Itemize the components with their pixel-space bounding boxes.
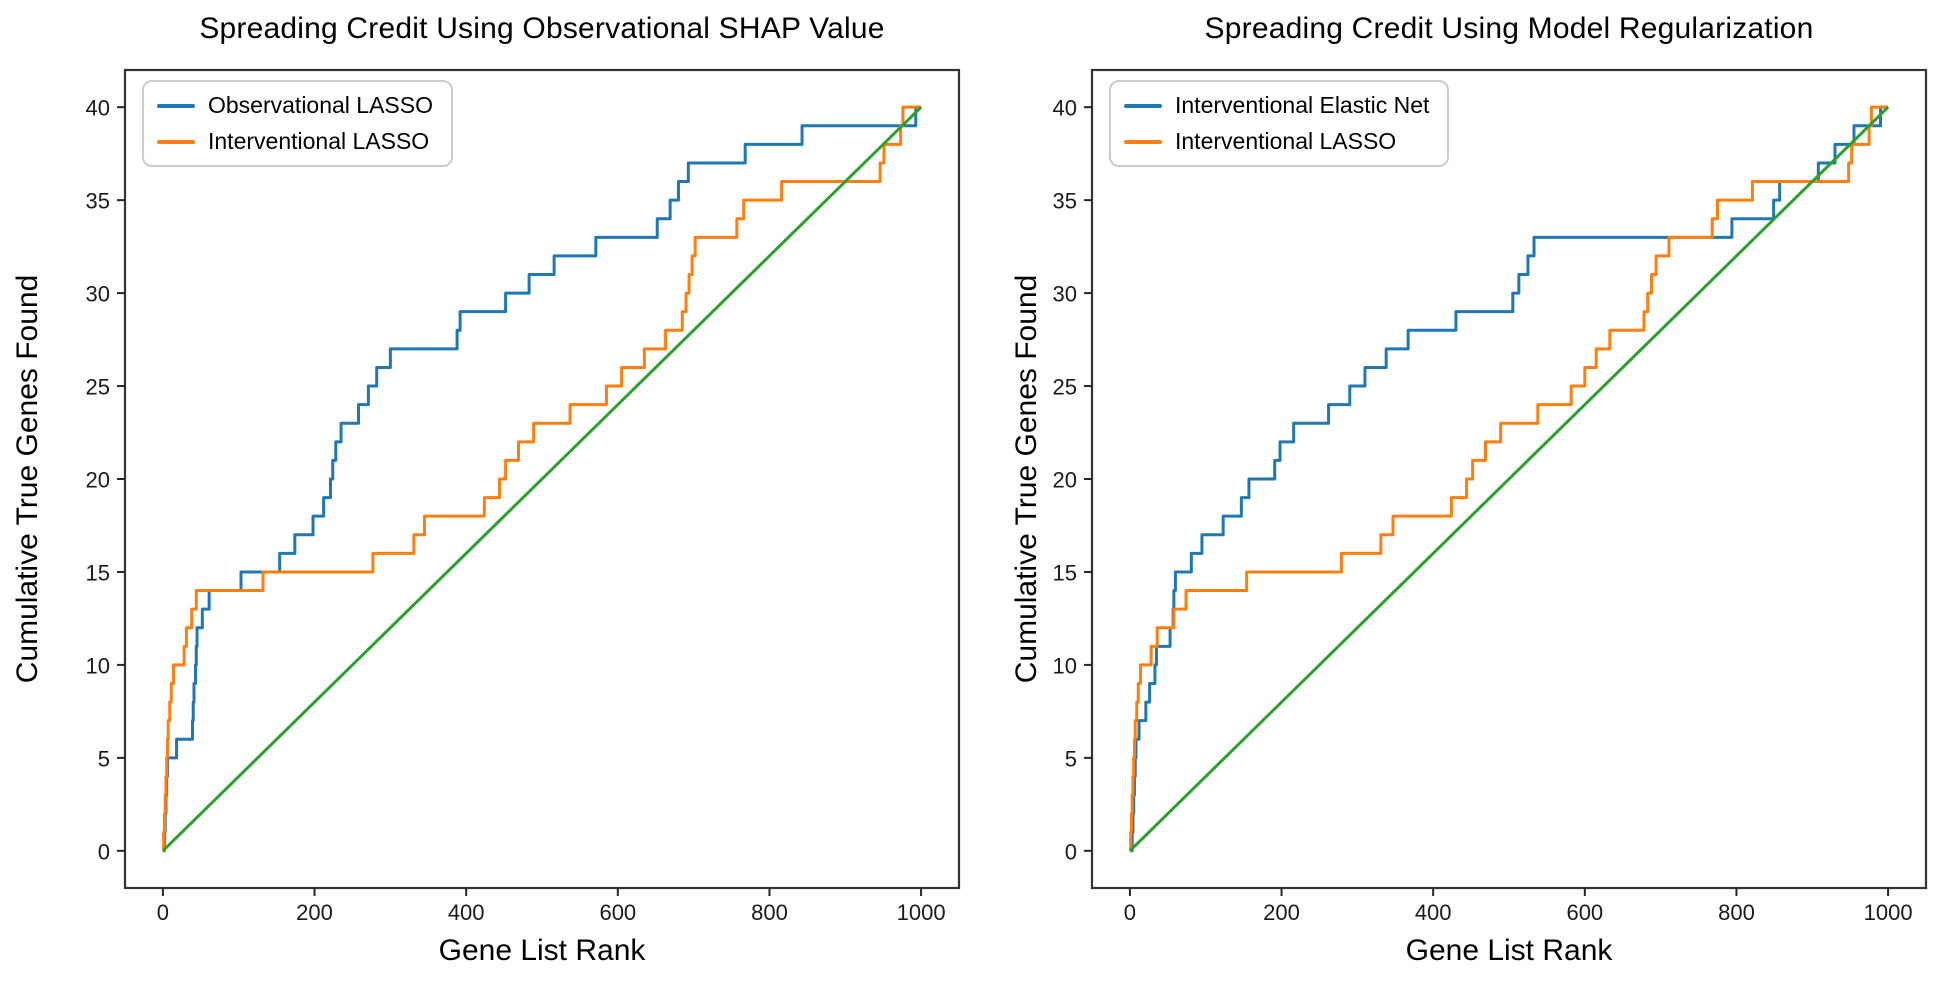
- plot-area-right: 0 200 400 600 800 1000 0 5 10 15 20 25 30 35 40: [1053, 68, 1928, 925]
- svg-text:1000: 1000: [897, 900, 946, 925]
- svg-text:20: 20: [1053, 468, 1077, 493]
- legend-label: Interventional LASSO: [1175, 128, 1397, 154]
- legend-item: Observational LASSO: [157, 92, 433, 119]
- legend-label: Observational LASSO: [208, 92, 434, 118]
- legend-item: Interventional LASSO: [157, 128, 433, 155]
- legend-label: Interventional Elastic Net: [1175, 92, 1430, 118]
- legend-item: Interventional Elastic Net: [1124, 92, 1429, 119]
- legend-line-swatch: [1124, 139, 1162, 144]
- y-axis-label: Cumulative True Genes Found: [11, 274, 44, 684]
- chart-title: Spreading Credit Using Model Regularizat…: [1204, 12, 1814, 45]
- svg-text:800: 800: [751, 900, 788, 925]
- svg-text:10: 10: [1053, 653, 1077, 678]
- svg-text:30: 30: [1053, 282, 1077, 307]
- svg-text:30: 30: [86, 282, 110, 307]
- svg-text:200: 200: [296, 900, 333, 925]
- series-interventional-lasso: [1129, 105, 1889, 853]
- y-axis-ticks: 0 5 10 15 20 25 30 35 40: [86, 96, 125, 864]
- x-axis-ticks: 0 200 400 600 800 1000: [1124, 888, 1913, 925]
- svg-text:5: 5: [1065, 746, 1077, 771]
- svg-text:25: 25: [86, 375, 110, 400]
- svg-text:200: 200: [1263, 900, 1300, 925]
- series-random-baseline: [1128, 106, 1890, 852]
- legend: Interventional Elastic Net Interventiona…: [1109, 80, 1450, 167]
- series-random-baseline: [161, 106, 923, 852]
- svg-text:1000: 1000: [1864, 900, 1913, 925]
- plot-area-left: 0 200 400 600 800 1000 0 5 10 15 20 25 30 35 40: [86, 68, 961, 925]
- x-axis-label: Gene List Rank: [1405, 934, 1613, 967]
- legend: Observational LASSO Interventional LASSO: [142, 80, 454, 167]
- svg-text:0: 0: [98, 839, 110, 864]
- svg-text:400: 400: [448, 900, 485, 925]
- chart-model-regularization: 0 200 400 600 800 1000 0 5 10 15 20 25 30 35 40 Spread…: [975, 0, 1950, 996]
- legend-line-swatch: [157, 103, 195, 108]
- svg-text:20: 20: [86, 468, 110, 493]
- svg-text:35: 35: [1053, 189, 1077, 214]
- svg-text:40: 40: [86, 96, 110, 121]
- svg-text:600: 600: [599, 900, 636, 925]
- chart-title: Spreading Credit Using Observational SHA…: [199, 12, 885, 45]
- svg-text:15: 15: [86, 560, 110, 585]
- legend-line-swatch: [1124, 103, 1162, 108]
- chart-observational-shap: 0 200 400 600 800 1000 0 5 10 15 20 25 30 35 40 Spread…: [11, 12, 961, 967]
- svg-text:0: 0: [157, 900, 169, 925]
- svg-text:40: 40: [1053, 96, 1077, 121]
- y-axis-ticks: 0 5 10 15 20 25 30 35 40: [1053, 96, 1092, 864]
- series-observational-lasso: [162, 105, 922, 853]
- legend-line-swatch: [157, 139, 195, 144]
- x-axis-label: Gene List Rank: [438, 934, 646, 967]
- svg-text:25: 25: [1053, 375, 1077, 400]
- legend-item: Interventional LASSO: [1124, 128, 1429, 155]
- svg-text:35: 35: [86, 189, 110, 214]
- y-axis-label: Cumulative True Genes Found: [1010, 274, 1043, 684]
- legend-label: Interventional LASSO: [208, 128, 430, 154]
- x-axis-ticks: 0 200 400 600 800 1000: [157, 888, 946, 925]
- svg-text:10: 10: [86, 653, 110, 678]
- svg-text:0: 0: [1065, 839, 1077, 864]
- svg-text:400: 400: [1415, 900, 1452, 925]
- svg-text:600: 600: [1566, 900, 1603, 925]
- series-interventional-elastic-net: [1129, 105, 1889, 853]
- svg-text:5: 5: [98, 746, 110, 771]
- svg-text:0: 0: [1124, 900, 1136, 925]
- svg-text:800: 800: [1718, 900, 1755, 925]
- svg-text:15: 15: [1053, 560, 1077, 585]
- series-interventional-lasso: [162, 105, 922, 853]
